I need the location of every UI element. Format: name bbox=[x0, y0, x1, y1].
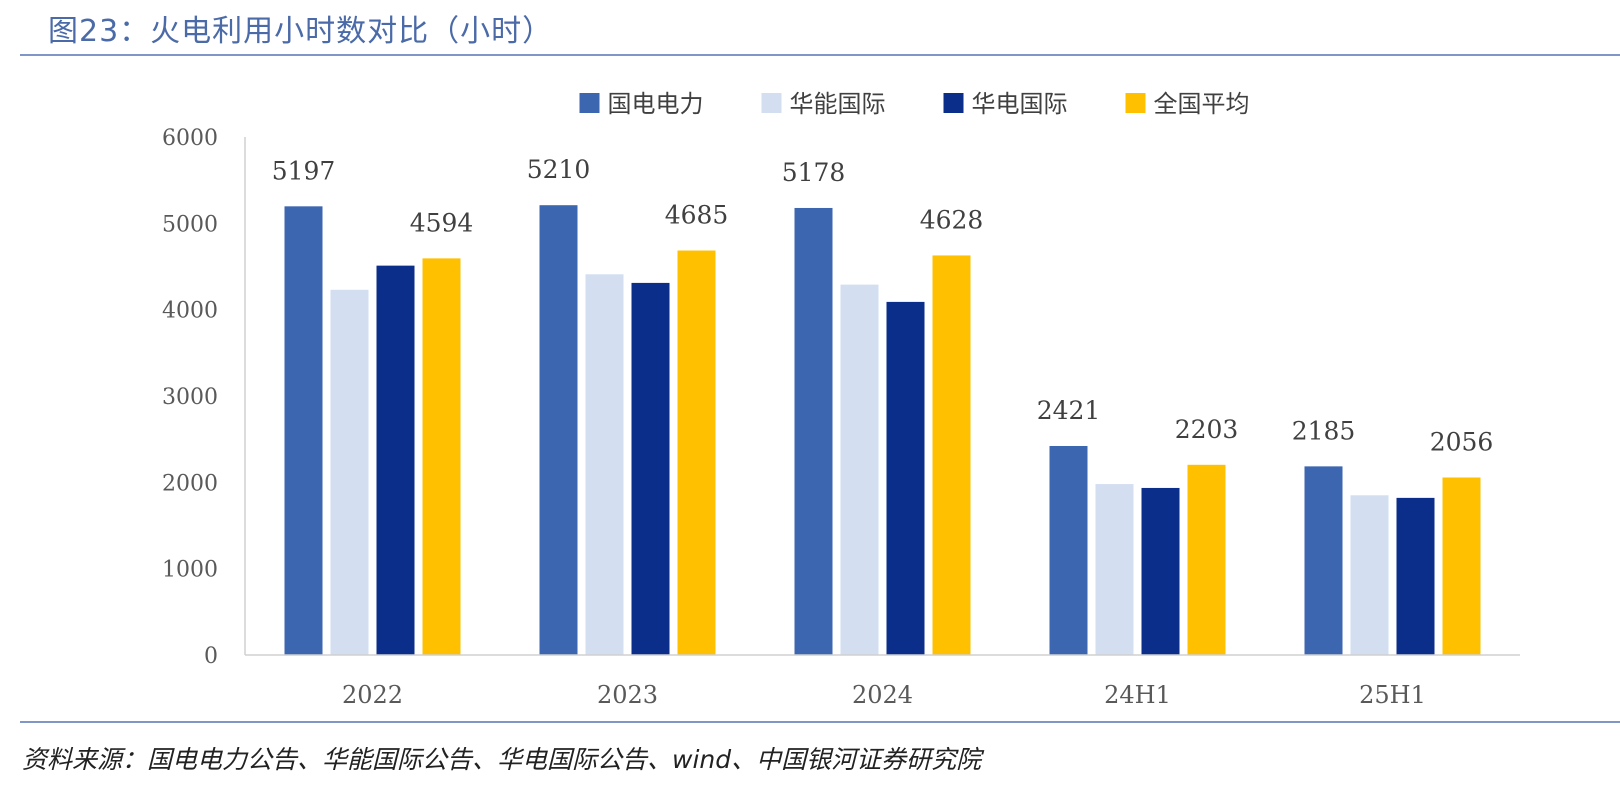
chart-legend: 国电电力 华能国际 华电国际 全国平均 bbox=[579, 90, 1250, 118]
legend-swatch bbox=[943, 93, 964, 113]
figure-title: 图23：火电利用小时数对比（小时） bbox=[48, 14, 554, 49]
y-tick-label: 1000 bbox=[162, 558, 218, 583]
y-axis: 0 1000 2000 3000 4000 5000 6000 bbox=[162, 126, 246, 669]
data-label: 4594 bbox=[410, 208, 474, 237]
bar-24H1-华电国际 bbox=[1141, 487, 1180, 655]
legend-item-国电电力: 国电电力 bbox=[579, 90, 704, 118]
data-label: 5178 bbox=[782, 158, 846, 187]
source-note: 资料来源：国电电力公告、华能国际公告、华电国际公告、wind、中国银河证券研究院 bbox=[22, 745, 982, 774]
y-tick-label: 4000 bbox=[162, 299, 218, 324]
data-label: 5197 bbox=[272, 156, 336, 185]
bar-2024-全国平均 bbox=[932, 255, 971, 655]
y-tick-label: 3000 bbox=[162, 385, 218, 410]
title-rule bbox=[20, 54, 1620, 56]
legend-item-华电国际: 华电国际 bbox=[943, 90, 1068, 118]
bar-25H1-华电国际 bbox=[1396, 497, 1435, 655]
x-tick-label: 25H1 bbox=[1359, 681, 1426, 709]
data-label: 2056 bbox=[1430, 427, 1494, 456]
legend-swatch bbox=[579, 93, 600, 113]
bar-2024-华电国际 bbox=[886, 301, 925, 655]
bar-area bbox=[284, 205, 1481, 656]
legend-item-华能国际: 华能国际 bbox=[761, 90, 886, 118]
y-tick-label: 0 bbox=[204, 644, 218, 669]
y-tick-label: 2000 bbox=[162, 471, 218, 496]
bar-24H1-国电电力 bbox=[1049, 445, 1088, 655]
bar-2022-华电国际 bbox=[376, 265, 415, 655]
legend-label: 华电国际 bbox=[972, 90, 1068, 118]
bar-25H1-国电电力 bbox=[1304, 466, 1343, 655]
bar-2024-华能国际 bbox=[840, 284, 879, 655]
legend-label: 全国平均 bbox=[1154, 90, 1250, 118]
bar-2022-国电电力 bbox=[284, 206, 323, 655]
bar-2023-华电国际 bbox=[631, 282, 670, 655]
bar-24H1-全国平均 bbox=[1187, 464, 1226, 655]
data-label: 4628 bbox=[920, 205, 984, 234]
bar-2022-全国平均 bbox=[422, 258, 461, 655]
data-labels: 5197 4594 5210 4685 5178 4628 2421 2203 2185 2056 bbox=[272, 155, 1494, 456]
x-tick-label: 2023 bbox=[597, 681, 658, 709]
legend-swatch bbox=[1125, 93, 1146, 113]
legend-label: 华能国际 bbox=[790, 90, 886, 118]
bar-2024-国电电力 bbox=[794, 207, 833, 655]
legend-label: 国电电力 bbox=[608, 90, 704, 118]
x-tick-label: 2022 bbox=[342, 681, 403, 709]
bar-2023-国电电力 bbox=[539, 205, 578, 655]
bar-25H1-华能国际 bbox=[1350, 495, 1389, 655]
legend-swatch bbox=[761, 93, 782, 113]
data-label: 5210 bbox=[527, 155, 591, 184]
x-tick-label: 2024 bbox=[852, 681, 913, 709]
bar-2022-华能国际 bbox=[330, 289, 369, 655]
bar-25H1-全国平均 bbox=[1442, 477, 1481, 655]
data-label: 4685 bbox=[665, 201, 729, 230]
y-tick-label: 6000 bbox=[162, 126, 218, 151]
legend-item-全国平均: 全国平均 bbox=[1125, 90, 1250, 118]
data-label: 2185 bbox=[1292, 416, 1356, 445]
x-axis: 2022 2023 2024 24H1 25H1 bbox=[245, 654, 1520, 709]
bar-2023-全国平均 bbox=[677, 250, 716, 656]
source-rule bbox=[20, 721, 1620, 723]
data-label: 2203 bbox=[1175, 415, 1239, 444]
y-tick-label: 5000 bbox=[162, 212, 218, 237]
bar-2023-华能国际 bbox=[585, 274, 624, 655]
data-label: 2421 bbox=[1037, 396, 1101, 425]
bar-24H1-华能国际 bbox=[1095, 484, 1134, 655]
x-tick-label: 24H1 bbox=[1104, 681, 1171, 709]
